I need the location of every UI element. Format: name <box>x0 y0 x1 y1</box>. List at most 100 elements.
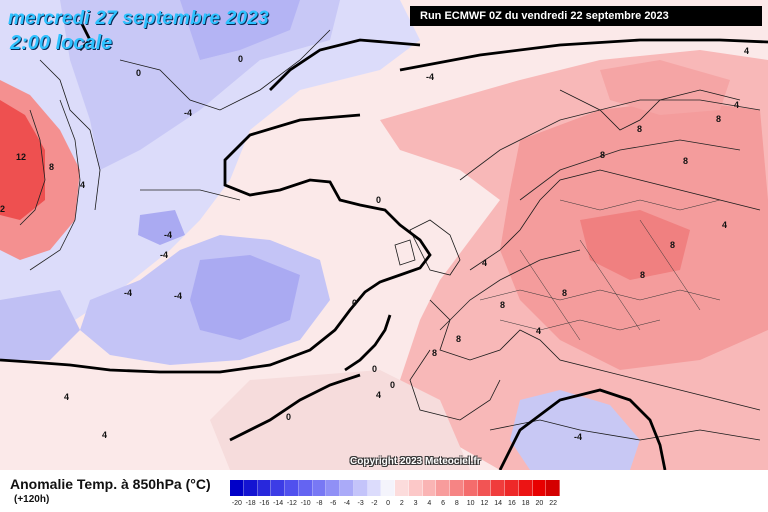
legend-tick-label: 6 <box>441 500 446 507</box>
contour-8-france <box>439 249 581 331</box>
legend-swatch <box>271 480 285 496</box>
legend-tick-label: -6 <box>330 500 337 507</box>
coast-greenland-south <box>119 29 331 111</box>
legend-swatch <box>353 480 368 496</box>
color-scale-ticks: -20 -18 -16 -14 -12 -10 -8 -6 -4 -3 -2 0 2 3 4 6 8 10 12 14… <box>230 500 570 510</box>
contour-label: 0 <box>376 195 381 205</box>
contour-label: 8 <box>640 270 645 280</box>
coastlines <box>39 29 761 441</box>
contour-label: -4 <box>160 250 168 260</box>
run-info-banner: Run ECMWF 0Z du vendredi 22 septembre 20… <box>410 6 762 26</box>
cold-strip-west <box>0 290 80 360</box>
contour-8-europe <box>519 139 741 201</box>
legend-tick-label: -20 <box>231 500 242 507</box>
contour-label: 4 <box>102 430 107 440</box>
contour-label: 4 <box>80 180 85 190</box>
legend-swatch <box>395 480 409 496</box>
legend-tick-label: -14 <box>273 500 284 507</box>
contour-label: 8 <box>683 156 688 166</box>
contour-label: 0 <box>372 364 377 374</box>
zero-contour-greenland <box>269 38 421 91</box>
border-line-3 <box>579 239 641 331</box>
legend-tick-label: 3 <box>413 500 418 507</box>
legend-tick-label: 22 <box>549 500 558 507</box>
legend-tick-label: -18 <box>245 500 256 507</box>
lead-time: (+120h) <box>14 494 50 505</box>
zero-contour-iberia-west <box>344 314 392 372</box>
legend-swatch <box>477 480 492 496</box>
contour-label: 4 <box>536 326 541 336</box>
legend-swatch <box>285 480 299 496</box>
contour-label: 2 <box>0 204 5 214</box>
legend-tick-label: 4 <box>427 500 432 507</box>
coast-greenland-west <box>39 59 101 211</box>
legend-swatch <box>340 480 354 496</box>
contour-label: 0 <box>238 54 243 64</box>
legend-swatch <box>381 480 395 496</box>
contour-4-canada <box>29 99 81 271</box>
contour-label: 0 <box>352 298 357 308</box>
legend-swatch <box>518 480 533 496</box>
forecast-time-title: 2:00 locale <box>10 32 113 54</box>
warm-scandinavia <box>600 60 730 115</box>
cold-pool-core <box>190 255 300 340</box>
zero-contours <box>0 19 768 470</box>
coast-south-europe <box>429 299 761 411</box>
contour-label: -4 <box>124 288 132 298</box>
legend-footer: Anomalie Temp. à 850hPa (°C) (+120h) -20… <box>0 470 768 512</box>
contour-minus4-mid <box>140 189 241 201</box>
coast-north-europe <box>469 169 761 271</box>
contour-label: 4 <box>734 100 739 110</box>
contour-label: -4 <box>164 230 172 240</box>
forecast-date-title: mercredi 27 septembre 2023 <box>8 8 269 29</box>
contour-label: 8 <box>49 162 54 172</box>
zero-contour-north <box>399 38 768 72</box>
legend-tick-label: 18 <box>521 500 530 507</box>
legend-swatch <box>408 480 423 496</box>
cool-region-greenland <box>60 0 340 170</box>
contour-label: 4 <box>482 258 487 268</box>
map-canvas: 0 0 -4 -4 12 8 4 2 -4 -4 -4 0 4 4 8 8 8 … <box>0 0 768 470</box>
borders <box>479 199 721 341</box>
legend-tick-label: -2 <box>371 500 378 507</box>
legend-swatch <box>450 480 464 496</box>
border-line-6 <box>559 199 721 211</box>
legend-swatch <box>505 480 519 496</box>
legend-tick-label: -4 <box>343 500 350 507</box>
cold-patch-mediterranean <box>510 390 640 470</box>
legend-swatch <box>532 480 547 496</box>
contour-label: 4 <box>376 390 381 400</box>
legend-tick-label: 14 <box>494 500 503 507</box>
legend-swatch <box>546 480 560 496</box>
cool-core-greenland <box>180 0 300 60</box>
contour-label: 0 <box>286 412 291 422</box>
contour-labels: 0 0 -4 -4 12 8 4 2 -4 -4 -4 0 4 4 8 8 8 … <box>0 46 749 442</box>
contour-label: 4 <box>722 220 727 230</box>
legend-tick-label: 2 <box>399 500 404 507</box>
border-line-5 <box>499 319 661 331</box>
border-line-1 <box>479 289 721 301</box>
contour-label: 8 <box>432 348 437 358</box>
zero-contour-atlantic <box>0 113 432 374</box>
legend-tick-label: 16 <box>507 500 516 507</box>
legend-tick-label: 12 <box>480 500 489 507</box>
contour-label: 8 <box>716 114 721 124</box>
copyright-notice: Copyright 2023 Meteociel.fr <box>350 456 481 467</box>
contour-label: 8 <box>670 240 675 250</box>
contour-label: 4 <box>744 46 749 56</box>
warm-core-canada <box>0 100 45 220</box>
legend-swatch <box>312 480 327 496</box>
zero-contour-greenland-west <box>78 19 92 51</box>
contour-label: 8 <box>600 150 605 160</box>
warm-peak-central-europe <box>580 210 690 280</box>
legend-swatch <box>491 480 505 496</box>
variable-title: Anomalie Temp. à 850hPa (°C) <box>10 476 211 492</box>
legend-swatch <box>243 480 258 496</box>
cold-pool-small <box>138 210 185 245</box>
coast-ireland <box>394 239 416 266</box>
warm-south-atlantic <box>210 370 470 470</box>
legend-tick-label: -12 <box>286 500 297 507</box>
zero-contour-mediterranean <box>498 388 667 470</box>
contour-label: -4 <box>574 432 582 442</box>
contour-label: 0 <box>390 380 395 390</box>
